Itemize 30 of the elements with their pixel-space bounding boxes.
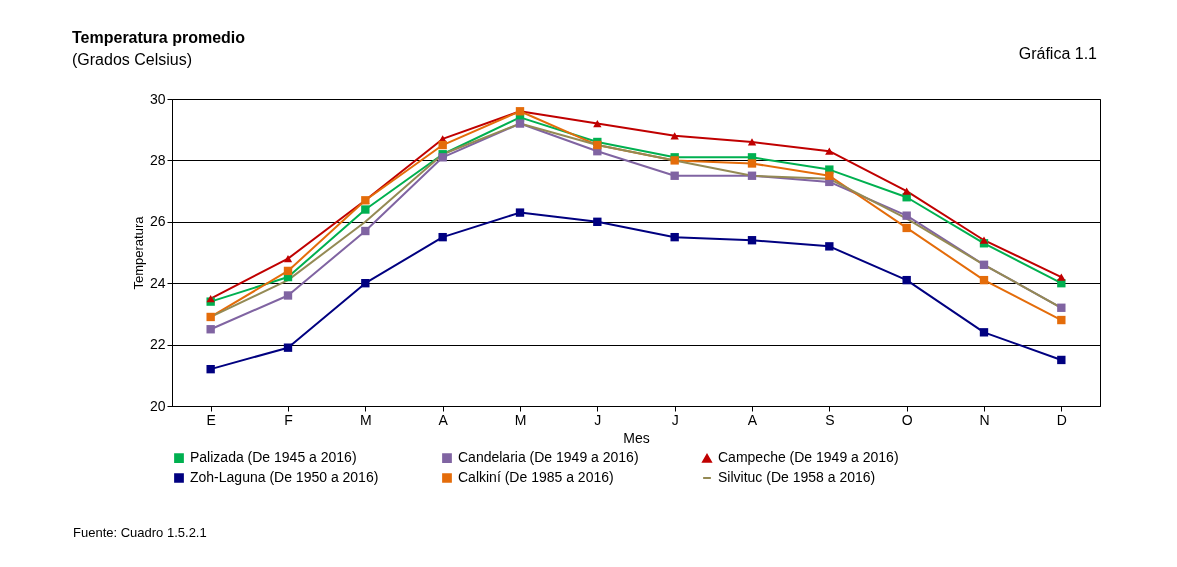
legend-label: Calkiní (De 1985 a 2016) — [458, 469, 614, 485]
chart-title: Temperatura promedio — [72, 29, 246, 46]
legend-label: Candelaria (De 1949 a 2016) — [458, 449, 639, 466]
legend-label: Campeche (De 1949 a 2016) — [718, 449, 899, 466]
x-tick-label: N — [979, 411, 990, 428]
x-axis-title: Mes — [623, 429, 650, 446]
y-tick-label: 24 — [149, 274, 166, 291]
x-tick-label: J — [671, 411, 679, 428]
x-tick-label: E — [206, 411, 216, 428]
chart-subtitle: (Grados Celsius) — [72, 51, 193, 68]
source-note: Fuente: Cuadro 1.5.2.1 — [73, 525, 207, 540]
x-tick-label: M — [360, 411, 372, 428]
y-tick-label: 28 — [149, 151, 166, 168]
y-tick-label: 30 — [149, 90, 166, 107]
y-tick-label: 22 — [149, 336, 166, 353]
y-axis-title: Temperatura — [130, 215, 146, 290]
text: Gráfica 1.1 — [1018, 45, 1097, 63]
x-tick-label: A — [747, 411, 758, 428]
legend-label: Zoh-Laguna (De 1950 a 2016) — [190, 469, 379, 485]
legend-label: Palizada (De 1945 a 2016) — [190, 449, 357, 466]
y-tick-label: 26 — [149, 213, 166, 230]
x-tick-label: J — [594, 411, 602, 428]
legend-label: Silvituc (De 1958 a 2016) — [718, 469, 876, 485]
x-tick-label: O — [901, 411, 913, 428]
x-tick-label: M — [514, 411, 527, 428]
y-tick-label: 20 — [149, 397, 166, 414]
x-tick-label: S — [825, 411, 835, 428]
x-tick-label: D — [1056, 411, 1067, 428]
x-tick-label: F — [284, 411, 293, 428]
x-tick-label: A — [438, 411, 449, 428]
